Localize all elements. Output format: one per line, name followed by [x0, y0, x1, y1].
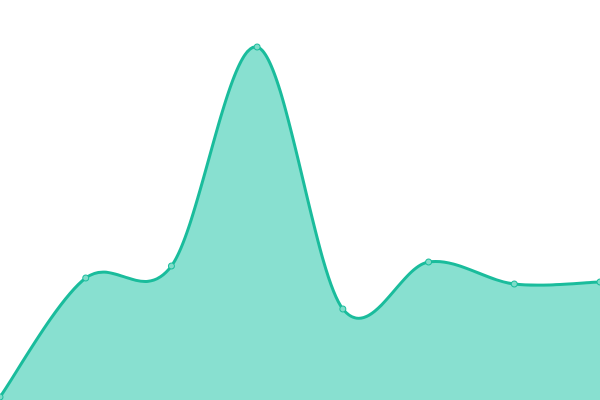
data-point	[510, 280, 518, 288]
data-point	[167, 262, 175, 270]
area-fill	[0, 46, 600, 400]
series-line	[0, 45, 600, 398]
data-point	[0, 393, 4, 400]
data-points	[0, 43, 600, 400]
data-point	[425, 258, 433, 266]
data-point	[82, 274, 90, 282]
data-point	[596, 278, 600, 286]
data-point	[253, 43, 261, 51]
data-point	[339, 305, 347, 313]
